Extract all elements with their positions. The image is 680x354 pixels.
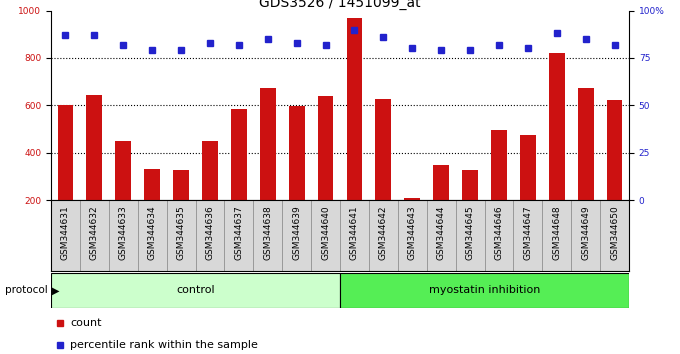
Text: GSM344646: GSM344646	[494, 206, 503, 260]
Bar	[375, 99, 391, 247]
Bar	[260, 87, 275, 247]
Text: control: control	[176, 285, 215, 295]
Text: GSM344640: GSM344640	[321, 206, 330, 260]
Bar	[318, 96, 333, 247]
Text: count: count	[70, 318, 101, 329]
Bar	[51, 273, 340, 308]
Text: GSM344634: GSM344634	[148, 206, 156, 260]
Text: GSM344650: GSM344650	[610, 206, 619, 261]
Bar	[231, 109, 247, 247]
Bar	[549, 53, 564, 247]
Bar	[58, 105, 73, 247]
Text: GSM344649: GSM344649	[581, 206, 590, 260]
Bar	[520, 135, 536, 247]
Text: protocol: protocol	[5, 285, 48, 295]
Text: percentile rank within the sample: percentile rank within the sample	[70, 339, 258, 350]
Bar	[86, 95, 102, 247]
Text: ▶: ▶	[52, 285, 60, 295]
Bar	[462, 170, 478, 247]
Text: GSM344642: GSM344642	[379, 206, 388, 260]
Text: GSM344639: GSM344639	[292, 206, 301, 261]
Title: GDS3526 / 1451099_at: GDS3526 / 1451099_at	[259, 0, 421, 10]
Text: GSM344638: GSM344638	[263, 206, 272, 261]
Text: GSM344631: GSM344631	[61, 206, 70, 261]
Text: GSM344648: GSM344648	[552, 206, 561, 260]
Text: GSM344635: GSM344635	[177, 206, 186, 261]
Text: GSM344644: GSM344644	[437, 206, 445, 260]
Bar	[578, 88, 594, 247]
Bar	[607, 100, 622, 247]
Text: GSM344637: GSM344637	[235, 206, 243, 261]
Text: GSM344645: GSM344645	[466, 206, 475, 260]
Bar	[405, 198, 420, 247]
Text: GSM344647: GSM344647	[524, 206, 532, 260]
Text: GSM344633: GSM344633	[119, 206, 128, 261]
Text: GSM344643: GSM344643	[408, 206, 417, 260]
Bar	[289, 107, 305, 247]
Bar	[347, 18, 362, 247]
Text: GSM344641: GSM344641	[350, 206, 359, 260]
Bar	[144, 169, 160, 247]
Text: GSM344636: GSM344636	[205, 206, 214, 261]
Bar	[340, 273, 629, 308]
Bar	[433, 165, 449, 247]
Bar	[491, 130, 507, 247]
Bar	[173, 170, 189, 247]
Bar	[202, 141, 218, 247]
Bar	[116, 141, 131, 247]
Text: GSM344632: GSM344632	[90, 206, 99, 260]
Text: myostatin inhibition: myostatin inhibition	[429, 285, 540, 295]
